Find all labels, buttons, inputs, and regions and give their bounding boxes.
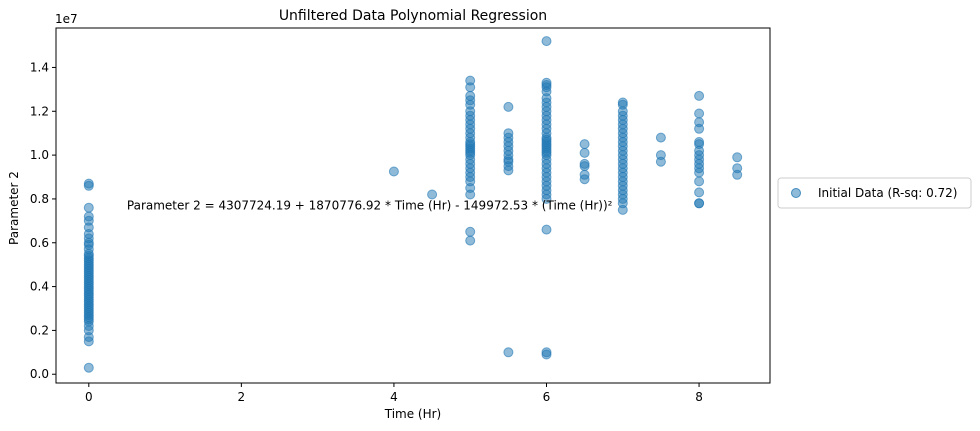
data-point xyxy=(694,187,705,198)
y-axis-label: Parameter 2 xyxy=(7,171,21,245)
legend-marker xyxy=(791,188,801,198)
y-axis-offset-text: 1e7 xyxy=(55,12,78,26)
plot-frame xyxy=(55,27,771,384)
data-point xyxy=(503,347,514,358)
x-tick-label: 2 xyxy=(238,390,246,404)
y-tick-label: 0.8 xyxy=(30,192,49,206)
data-point xyxy=(617,97,628,108)
data-point xyxy=(732,152,743,163)
data-point xyxy=(655,132,666,143)
data-point xyxy=(579,158,590,169)
data-point xyxy=(465,226,476,237)
data-point xyxy=(694,198,705,209)
x-axis-ticks: 0 2 4 6 8 xyxy=(85,383,703,404)
y-tick-label: 0.2 xyxy=(30,323,49,337)
data-points xyxy=(83,36,743,373)
x-tick-label: 4 xyxy=(390,390,398,404)
data-point xyxy=(579,139,590,150)
data-point xyxy=(579,147,590,158)
legend-label: Initial Data (R-sq: 0.72) xyxy=(818,186,957,200)
data-point xyxy=(694,137,705,147)
data-point xyxy=(579,169,590,180)
legend-frame xyxy=(777,177,972,209)
data-point xyxy=(541,77,552,88)
data-point xyxy=(541,347,552,358)
data-point xyxy=(655,150,666,161)
data-point xyxy=(694,108,705,119)
data-point xyxy=(694,117,705,128)
chart-title: Unfiltered Data Polynomial Regression xyxy=(279,8,547,24)
legend: Initial Data (R-sq: 0.72) xyxy=(777,177,972,209)
data-point xyxy=(388,166,399,177)
y-tick-label: 1.4 xyxy=(30,60,49,74)
x-tick-label: 6 xyxy=(543,390,551,404)
x-tick-label: 0 xyxy=(85,390,93,404)
y-tick-label: 0.0 xyxy=(30,367,49,381)
x-tick-label: 8 xyxy=(695,390,703,404)
data-point xyxy=(694,90,705,101)
y-tick-label: 1.0 xyxy=(30,148,49,162)
data-point xyxy=(83,178,94,189)
data-point xyxy=(541,36,552,47)
y-tick-label: 0.4 xyxy=(30,280,49,294)
data-point xyxy=(83,362,94,373)
data-point xyxy=(83,202,94,213)
regression-equation: Parameter 2 = 4307724.19 + 1870776.92 * … xyxy=(127,199,613,213)
data-point xyxy=(694,176,705,187)
data-point xyxy=(503,101,514,112)
data-point xyxy=(465,75,476,86)
data-point xyxy=(503,128,514,139)
data-point xyxy=(427,189,438,200)
data-point xyxy=(465,90,476,101)
x-axis-label: Time (Hr) xyxy=(384,407,442,421)
data-point xyxy=(465,235,476,246)
y-tick-label: 0.6 xyxy=(30,236,49,250)
data-point xyxy=(732,163,743,174)
y-axis-ticks: 0.0 0.2 0.4 0.6 0.8 1.0 1.2 1.4 xyxy=(30,60,56,381)
data-point xyxy=(541,224,552,235)
y-tick-label: 1.2 xyxy=(30,104,49,118)
data-point xyxy=(83,211,94,222)
